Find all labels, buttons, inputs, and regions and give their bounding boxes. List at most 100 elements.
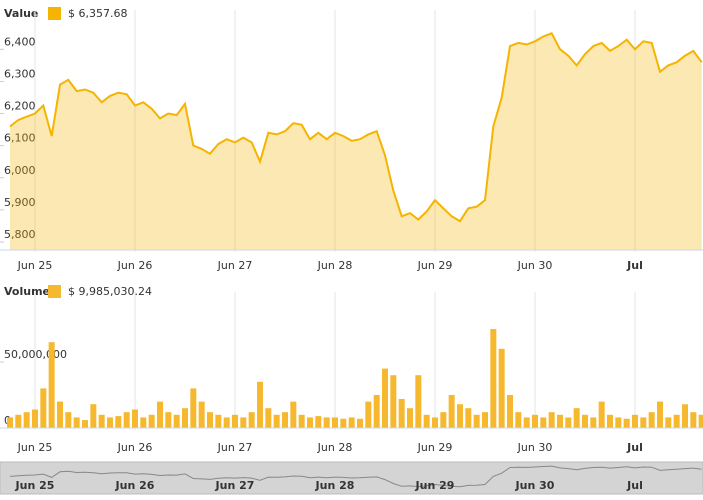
- y-tick-label: 6,400: [4, 35, 36, 48]
- bar: [23, 412, 30, 428]
- bar: [223, 417, 230, 428]
- bar: [390, 375, 397, 428]
- bar: [173, 414, 180, 428]
- x-tick-label: Jun 26: [117, 259, 153, 272]
- x-tick-label: Jun 27: [217, 259, 253, 272]
- y-tick-label: 5,900: [4, 196, 36, 209]
- bar: [415, 375, 422, 428]
- bar: [332, 417, 338, 428]
- navigator-label: Jun 27: [215, 479, 255, 492]
- current-value: $ 6,357.68: [68, 7, 127, 20]
- bar: [298, 414, 305, 428]
- x-tick-label: Jun 25: [17, 259, 53, 272]
- x-tick-label: Jun 29: [417, 259, 453, 272]
- x-tick-label: Jun 28: [317, 259, 353, 272]
- bar: [157, 401, 163, 428]
- bar: [657, 401, 663, 428]
- area: [10, 33, 702, 250]
- bar: [523, 417, 530, 428]
- panel-header: Value: [4, 7, 38, 20]
- navigator-label: Jun 29: [415, 479, 455, 492]
- bar: [698, 414, 703, 428]
- x-tick-label: Jun 25: [17, 441, 53, 454]
- y-tick-label: 50,000,000: [4, 348, 67, 361]
- x-tick-label: Jun 28: [317, 441, 353, 454]
- bar: [573, 408, 580, 428]
- bar: [640, 417, 647, 428]
- bar: [257, 381, 263, 428]
- bar: [73, 417, 80, 428]
- navigator-label: Jun 28: [315, 479, 355, 492]
- bar: [198, 401, 205, 428]
- y-tick-label: 5,800: [4, 228, 36, 241]
- y-tick-label: 6,200: [4, 100, 36, 113]
- x-tick-label: Jun 27: [217, 441, 253, 454]
- bar: [457, 404, 463, 428]
- bar: [407, 408, 413, 428]
- x-tick-label: Jul: [626, 441, 643, 454]
- bar: [15, 414, 22, 428]
- bar: [290, 401, 297, 428]
- bar: [607, 414, 613, 428]
- bar: [382, 368, 388, 428]
- x-tick-label: Jun 26: [117, 441, 153, 454]
- bar: [32, 409, 38, 428]
- bar: [590, 417, 597, 428]
- bar: [132, 409, 138, 428]
- bar: [340, 418, 347, 428]
- bar: [248, 412, 255, 428]
- bar: [473, 414, 480, 428]
- navigator-label: Jun 26: [115, 479, 155, 492]
- legend-swatch: [48, 285, 61, 298]
- bar: [148, 414, 155, 428]
- bar: [323, 417, 330, 428]
- bar: [57, 401, 63, 428]
- bar: [348, 417, 355, 428]
- bar: [232, 414, 238, 428]
- bar: [690, 412, 697, 428]
- bar: [82, 420, 88, 428]
- panel-header: Volume: [4, 285, 50, 298]
- bar: [107, 417, 113, 428]
- bar: [273, 414, 280, 428]
- bar: [98, 414, 105, 428]
- bar: [682, 404, 688, 428]
- bar: [632, 414, 638, 428]
- navigator-label: Jul: [626, 479, 643, 492]
- bar: [557, 414, 563, 428]
- bar: [582, 414, 588, 428]
- x-tick-label: Jun 30: [517, 441, 553, 454]
- bar: [7, 417, 13, 428]
- bar: [190, 388, 197, 428]
- bar: [307, 417, 313, 428]
- navigator-line: [9, 465, 702, 488]
- bar: [540, 417, 547, 428]
- bar: [532, 414, 538, 428]
- bar: [282, 412, 288, 428]
- line: [9, 32, 703, 223]
- y-tick-label: 6,000: [4, 164, 36, 177]
- bar: [432, 417, 438, 428]
- bar: [548, 412, 555, 428]
- bar: [623, 418, 630, 428]
- bar: [465, 408, 472, 428]
- bar: [665, 417, 672, 428]
- bar: [423, 414, 430, 428]
- bar: [440, 412, 447, 428]
- bar: [565, 417, 572, 428]
- bar: [648, 412, 655, 428]
- bar: [123, 412, 130, 428]
- y-tick-label: 6,100: [4, 132, 36, 145]
- bar: [398, 398, 405, 428]
- bar: [673, 414, 680, 428]
- x-tick-label: Jul: [626, 259, 643, 272]
- bar: [507, 395, 513, 428]
- bar: [90, 404, 97, 428]
- y-tick-label: 6,300: [4, 67, 36, 80]
- navigator-label: Jun 25: [15, 479, 55, 492]
- bar: [48, 342, 55, 428]
- x-tick-label: Jun 29: [417, 441, 453, 454]
- bar: [115, 416, 122, 428]
